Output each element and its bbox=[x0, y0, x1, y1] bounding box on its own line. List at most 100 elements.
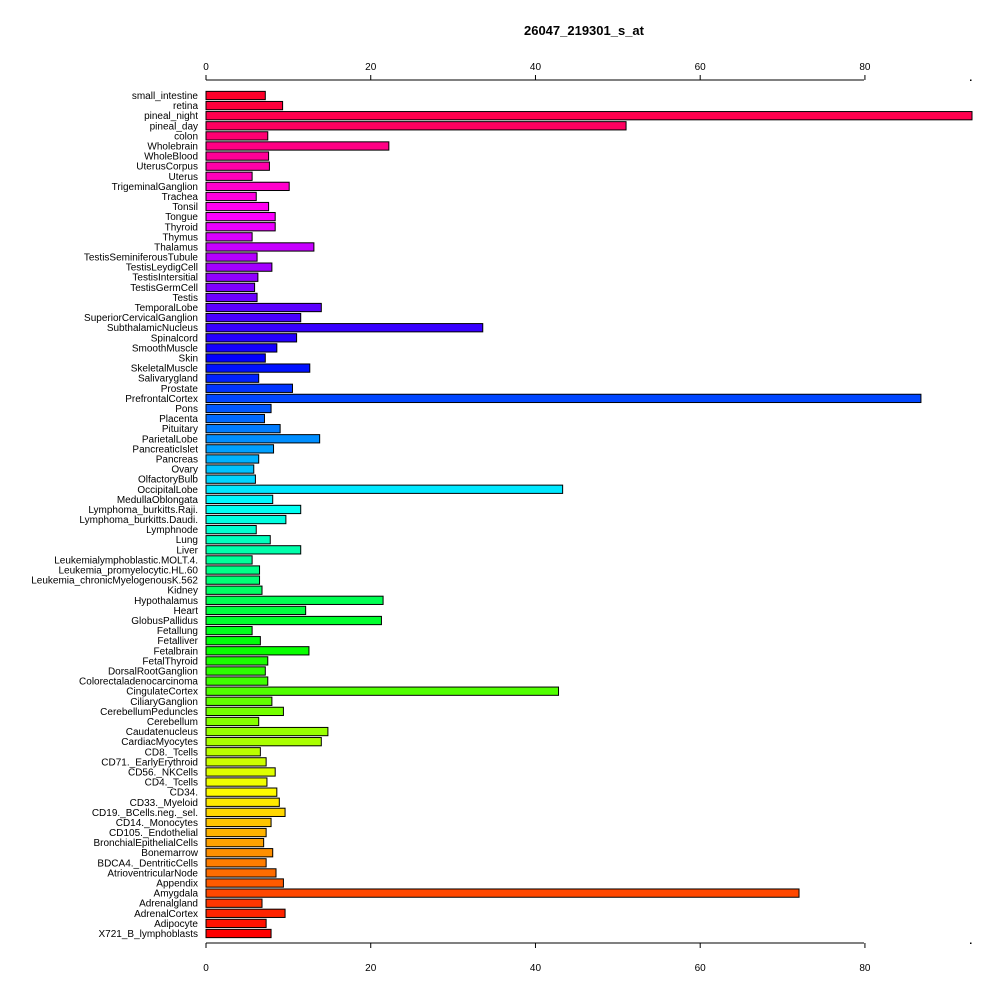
bar-colon bbox=[205, 131, 269, 141]
bar-TestisLeydigCell bbox=[205, 262, 273, 272]
category-label: TestisSeminiferousTubule bbox=[84, 253, 199, 264]
bar-Colorectaladenocarcinoma bbox=[205, 676, 269, 686]
bottom-tick-label: 60 bbox=[695, 963, 707, 974]
bar-Spinalcord bbox=[205, 333, 298, 343]
bar-Thyroid bbox=[205, 222, 276, 232]
category-label: Lymphoma_burkitts.Raji. bbox=[88, 505, 198, 516]
category-label: colon bbox=[174, 131, 198, 142]
category-label: Trachea bbox=[162, 192, 199, 203]
bar-retina bbox=[205, 100, 284, 111]
bar-Bonemarrow bbox=[205, 848, 274, 858]
bar-Pancreas bbox=[205, 454, 260, 464]
category-label: TestisGermCell bbox=[130, 283, 198, 294]
bar-Adipocyte bbox=[205, 918, 267, 929]
category-label: Ovary bbox=[171, 465, 198, 476]
category-label: Skin bbox=[179, 354, 198, 365]
bar-Fetallung bbox=[205, 625, 253, 636]
bar-TrigeminalGanglion bbox=[205, 181, 290, 192]
bar-CD33._Myeloid bbox=[205, 797, 280, 807]
bar-SubthalamicNucleus bbox=[205, 323, 484, 333]
bar-OlfactoryBulb bbox=[205, 474, 256, 484]
category-label: CardiacMyocytes bbox=[121, 737, 198, 748]
category-label: CiliaryGanglion bbox=[130, 697, 198, 708]
category-label: Amygdala bbox=[154, 889, 199, 900]
category-label: WholeBlood bbox=[144, 152, 198, 163]
bar-Kidney bbox=[205, 585, 263, 595]
bar-MedullaOblongata bbox=[205, 494, 274, 505]
category-label: Tonsil bbox=[172, 202, 198, 213]
bar-Caudatenucleus bbox=[205, 726, 329, 737]
bar-X721_B_lymphoblasts bbox=[205, 928, 272, 939]
top-axis: 0 20 40 60 80 bbox=[203, 62, 972, 81]
category-label: FetalThyroid bbox=[142, 656, 198, 667]
category-label: CerebellumPeduncles bbox=[100, 707, 198, 718]
category-label: Tongue bbox=[165, 212, 198, 223]
category-label: UterusCorpus bbox=[136, 162, 198, 173]
bar-Cerebellum bbox=[205, 716, 260, 727]
bar-WholeBlood bbox=[205, 151, 270, 161]
chart-title: 26047_219301_s_at bbox=[524, 23, 645, 38]
bar-TemporalLobe bbox=[205, 302, 322, 313]
category-label: SkeletalMuscle bbox=[131, 364, 199, 375]
bar-Placenta bbox=[205, 413, 265, 424]
bar-Uterus bbox=[205, 171, 253, 181]
category-label: Pituitary bbox=[162, 424, 198, 435]
category-label: SuperiorCervicalGanglion bbox=[84, 313, 198, 324]
category-label: Fetallung bbox=[157, 626, 198, 637]
bar-SmoothMuscle bbox=[205, 343, 278, 353]
bar-UterusCorpus bbox=[205, 161, 270, 171]
bar-Skin bbox=[205, 353, 266, 363]
bar-Prostate bbox=[205, 383, 293, 393]
bottom-tick-label: 20 bbox=[365, 963, 377, 974]
bar-Adrenalgland bbox=[205, 898, 263, 908]
bar-CD71._EarlyErythroid bbox=[205, 757, 267, 767]
bar-Salivarygland bbox=[205, 373, 260, 383]
bar-CardiacMyocytes bbox=[205, 737, 322, 747]
bar-pineal_day bbox=[205, 121, 627, 131]
category-label: CD71._EarlyErythroid bbox=[101, 757, 198, 768]
bar-Appendix bbox=[205, 878, 284, 888]
category-label: PancreaticIslet bbox=[132, 444, 198, 455]
category-label: Appendix bbox=[156, 879, 198, 890]
top-axis-end-mark bbox=[970, 79, 972, 81]
bar-Leukemia_promyelocytic.HL.60 bbox=[205, 565, 261, 575]
bar-Testis bbox=[205, 292, 258, 303]
category-label: Uterus bbox=[169, 172, 198, 183]
bar-BDCA4._DentriticCells bbox=[205, 858, 267, 868]
bar-ParietalLobe bbox=[205, 434, 321, 444]
category-label: CD34. bbox=[170, 788, 198, 799]
category-label: Liver bbox=[176, 545, 198, 556]
bar-Fetalliver bbox=[205, 636, 261, 646]
category-label: Spinalcord bbox=[151, 333, 198, 344]
category-label: TemporalLobe bbox=[135, 303, 199, 314]
bar-Tonsil bbox=[205, 201, 270, 212]
category-label: Lymphnode bbox=[146, 525, 198, 536]
category-label: DorsalRootGanglion bbox=[108, 666, 198, 677]
category-label: CD56._NKCells bbox=[128, 767, 198, 778]
bar-Fetalbrain bbox=[205, 646, 310, 656]
bar-CiliaryGanglion bbox=[205, 696, 273, 706]
category-label: SmoothMuscle bbox=[132, 343, 199, 354]
bar-Pituitary bbox=[205, 424, 281, 434]
top-tick-label: 60 bbox=[695, 62, 707, 73]
category-label: Lung bbox=[176, 535, 198, 546]
bar-Leukemia_chronicMyelogenousK.562 bbox=[205, 575, 261, 585]
category-label: Placenta bbox=[159, 414, 198, 425]
bar-DorsalRootGanglion bbox=[205, 666, 266, 676]
bar-Tongue bbox=[205, 212, 276, 222]
bar-Trachea bbox=[205, 191, 257, 202]
category-label: Hypothalamus bbox=[134, 596, 198, 607]
top-tick-label: 20 bbox=[365, 62, 377, 73]
category-label: Kidney bbox=[167, 586, 198, 597]
category-label: pineal_day bbox=[150, 121, 198, 132]
bar-CD34. bbox=[205, 787, 278, 797]
category-label: BronchialEpithelialCells bbox=[94, 838, 199, 849]
category-label: MedullaOblongata bbox=[117, 495, 199, 506]
bar-Thymus bbox=[205, 232, 253, 242]
bar-Lymphoma_burkitts.Daudi. bbox=[205, 514, 287, 525]
bar-Thalamus bbox=[205, 242, 315, 252]
bar-CD19._BCells.neg._sel. bbox=[205, 807, 286, 817]
bar-SuperiorCervicalGanglion bbox=[205, 312, 302, 323]
category-label: Leukemia_chronicMyelogenousK.562 bbox=[31, 576, 198, 587]
category-label: Cerebellum bbox=[147, 717, 198, 728]
